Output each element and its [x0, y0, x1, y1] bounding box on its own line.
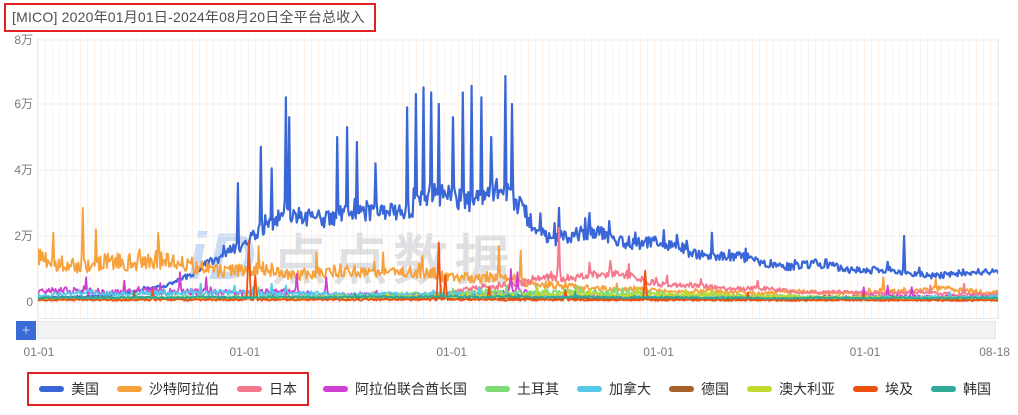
legend-label: 阿拉伯联合酋长国: [355, 381, 467, 397]
legend-swatch: [485, 386, 510, 392]
y-axis-label: 8万: [14, 33, 33, 47]
legend-swatch: [39, 386, 64, 392]
y-axis-label: 2万: [14, 229, 33, 243]
legend-item[interactable]: 埃及: [853, 379, 913, 399]
legend: 美国 沙特阿拉伯 日本 阿拉伯联合酋长国 土耳其 加拿大 德国 澳大利亚 埃及 …: [0, 372, 1018, 406]
series-line-9[interactable]: [38, 240, 998, 302]
legend-label: 沙特阿拉伯: [149, 381, 219, 397]
legend-label: 美国: [71, 381, 99, 397]
legend-label: 土耳其: [517, 381, 559, 397]
legend-label: 加拿大: [609, 381, 651, 397]
y-axis-label: 0: [26, 295, 33, 309]
datazoom-slider[interactable]: [37, 321, 996, 339]
legend-label: 日本: [269, 381, 297, 397]
legend-item[interactable]: 土耳其: [485, 379, 559, 399]
legend-label: 韩国: [963, 381, 991, 397]
legend-label: 澳大利亚: [779, 381, 835, 397]
legend-swatch: [237, 386, 262, 392]
legend-item[interactable]: 加拿大: [577, 379, 651, 399]
legend-swatch: [931, 386, 956, 392]
x-axis-label: 01-01: [643, 345, 674, 359]
legend-label: 德国: [701, 381, 729, 397]
legend-item[interactable]: 阿拉伯联合酋长国: [323, 379, 467, 399]
y-axis-label: 4万: [14, 163, 33, 177]
legend-swatch: [577, 386, 602, 392]
x-axis-label: 08-18: [979, 345, 1010, 359]
legend-item[interactable]: 澳大利亚: [747, 379, 835, 399]
x-axis-label: 01-01: [436, 345, 468, 359]
legend-item[interactable]: 美国: [39, 379, 99, 399]
line-chart[interactable]: [38, 38, 998, 318]
legend-swatch: [853, 386, 878, 392]
x-axis-label: 01-01: [849, 345, 881, 359]
legend-swatch: [669, 386, 694, 392]
legend-swatch: [747, 386, 772, 392]
chart-title: [MICO] 2020年01月01日-2024年08月20日全平台总收入: [12, 9, 365, 25]
annotation-box-title: [MICO] 2020年01月01日-2024年08月20日全平台总收入: [4, 3, 376, 32]
x-axis-label: 01-01: [23, 345, 55, 359]
annotation-box-legend: 美国 沙特阿拉伯 日本: [27, 372, 309, 406]
series-line-10[interactable]: [38, 291, 998, 300]
legend-item[interactable]: 德国: [669, 379, 729, 399]
legend-item[interactable]: 沙特阿拉伯: [117, 379, 219, 399]
legend-rest: 阿拉伯联合酋长国 土耳其 加拿大 德国 澳大利亚 埃及 韩国: [323, 379, 991, 399]
zoom-in-button[interactable]: +: [16, 321, 36, 340]
legend-swatch: [117, 386, 142, 392]
legend-item[interactable]: 韩国: [931, 379, 991, 399]
legend-swatch: [323, 386, 348, 392]
legend-label: 埃及: [885, 381, 913, 397]
plot-area[interactable]: iD 点点数据: [37, 38, 999, 319]
y-axis-label: 6万: [14, 97, 33, 111]
x-axis-label: 01-01: [229, 345, 261, 359]
legend-item[interactable]: 日本: [237, 379, 297, 399]
